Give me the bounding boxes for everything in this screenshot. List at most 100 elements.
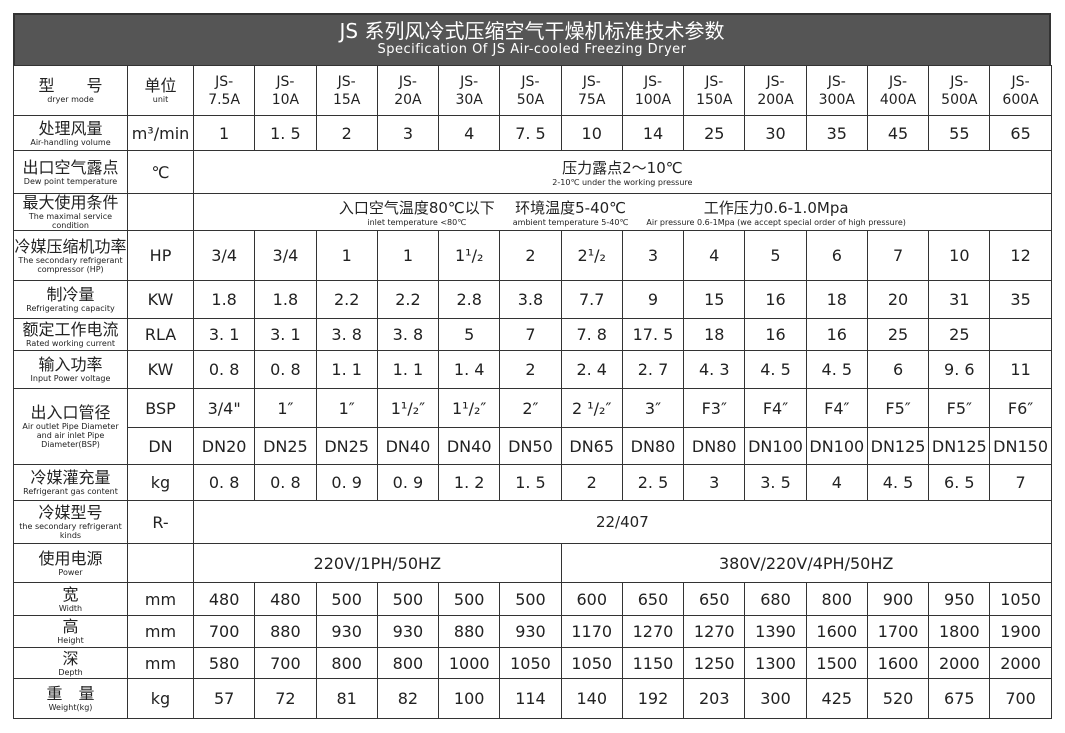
value-cell: 45 — [866, 115, 930, 151]
value-cell: 140 — [560, 678, 623, 719]
value-cell: 880 — [254, 615, 317, 648]
condition-item: 压力露点2～10℃ 2-10℃ under the working pressur… — [552, 157, 692, 187]
model-header: JS- 30A — [438, 65, 501, 116]
value-cell: 3 — [376, 115, 440, 151]
value-cell: 18 — [683, 318, 746, 351]
row-label: 最大使用条件 The maximal service condition — [13, 193, 128, 231]
value-cell: 81 — [315, 678, 378, 719]
value-cell: 3/4 — [192, 230, 256, 281]
model-prefix: JS- — [827, 73, 846, 90]
row-label-en: The secondary refrigerant compressor (HP… — [18, 255, 123, 274]
value-cell: 2 ¹/₂″ — [560, 388, 623, 428]
merged-content: 22/407 — [194, 513, 1050, 531]
model-prefix: JS- — [950, 73, 969, 90]
value-cell: 500 — [438, 582, 501, 616]
model-prefix: JS- — [521, 73, 540, 90]
merged-cell: 压力露点2～10℃ 2-10℃ under the working pressur… — [193, 150, 1052, 194]
value-cell: F5″ — [928, 388, 991, 428]
value-cell: 1000 — [438, 647, 501, 679]
row-label-cn: 冷媒型号 — [38, 503, 103, 522]
value-cell: DN125 — [866, 427, 930, 465]
value-cell: 700 — [192, 615, 256, 648]
value-cell: 0. 9 — [376, 464, 440, 501]
model-size: 300A — [818, 91, 855, 108]
value-cell: 1. 1 — [315, 350, 378, 389]
value-cell: 500 — [499, 582, 562, 616]
model-header: JS- 75A — [560, 65, 623, 116]
value-cell: 17. 5 — [621, 318, 685, 351]
value-cell: 4 — [683, 230, 746, 281]
condition-en: ambient temperature 5-40℃ — [512, 218, 629, 227]
table-row: 最大使用条件 The maximal service condition 入口空气温… — [13, 193, 1052, 231]
model-size: 400A — [879, 91, 917, 108]
row-label-cn: 制冷量 — [46, 285, 95, 304]
value-cell: DN25 — [254, 427, 317, 465]
value-cell: 7.7 — [560, 280, 623, 319]
condition-item: 22/407 — [596, 513, 649, 531]
value-cell: 2″ — [499, 388, 562, 428]
model-prefix: JS- — [398, 73, 417, 90]
value-cell: 1300 — [744, 647, 807, 679]
row-label-en: Weight(kg) — [48, 703, 93, 712]
condition-item: 环境温度5-40℃ ambient temperature 5-40℃ — [513, 197, 629, 227]
value-cell: 3 — [621, 230, 685, 281]
value-cell: F4″ — [744, 388, 807, 428]
value-cell: 5 — [438, 318, 501, 351]
value-cell: 2. 4 — [560, 350, 623, 389]
unit-cell: kg — [127, 678, 194, 719]
row-label-en: unit — [152, 95, 169, 104]
merged-cell: 22/407 — [193, 500, 1052, 544]
value-cell: 35 — [805, 115, 868, 151]
title-en: Specification Of JS Air-cooled Freezing … — [377, 42, 687, 57]
row-label: 宽 Width — [13, 582, 128, 616]
value-cell: 3. 5 — [744, 464, 807, 501]
value-cell: DN20 — [192, 427, 256, 465]
value-cell: DN40 — [438, 427, 501, 465]
value-cell: 12 — [989, 230, 1052, 281]
row-label: 高 Height — [13, 615, 128, 648]
value-cell: 2.2 — [376, 280, 440, 319]
value-cell: 880 — [438, 615, 501, 648]
value-cell: 1.8 — [254, 280, 317, 319]
table-row: 重 量 Weight(kg) kg 57 72 81 82 100 114 140 192 203 30… — [13, 678, 1052, 719]
value-cell: 16 — [744, 280, 807, 319]
row-label-en: dryer mode — [47, 95, 94, 104]
model-prefix: JS- — [337, 73, 356, 90]
model-header: JS- 20A — [376, 65, 440, 116]
spec-table: 型 号 dryer mode 单位 unit JS- 7.5A JS- 10A JS- 15A JS… — [13, 65, 1052, 719]
unit-cell: mm — [127, 647, 194, 679]
table-row: 处理风量 Air-handling volume m³/min 1 1. 5 2 3 4 7. … — [13, 115, 1052, 151]
value-cell: 57 — [192, 678, 256, 719]
value-cell: 1250 — [683, 647, 746, 679]
power-single-phase: 220V/1PH/50HZ — [193, 543, 562, 583]
value-cell: 5 — [744, 230, 807, 281]
value-cell: 7. 8 — [560, 318, 623, 351]
row-label-en: Rated working current — [25, 339, 116, 348]
spec-sheet: JS 系列风冷式压缩空气干燥机标准技术参数 Specification Of J… — [13, 13, 1052, 719]
row-label-en: The maximal service condition — [28, 212, 113, 230]
value-cell: 1700 — [866, 615, 930, 648]
header-row: 型 号 dryer mode 单位 unit JS- 7.5A JS- 10A JS- 15A JS… — [13, 65, 1052, 116]
model-size: 75A — [578, 91, 606, 108]
value-cell: 1600 — [866, 647, 930, 679]
row-label-cn: 出入口管径 — [30, 403, 111, 422]
value-cell: 2. 7 — [621, 350, 685, 389]
model-size: 7.5A — [208, 91, 241, 108]
value-cell: 1270 — [683, 615, 746, 648]
value-cell: 800 — [376, 647, 440, 679]
model-prefix: JS- — [766, 73, 785, 90]
row-label-cn: 额定工作电流 — [22, 320, 119, 339]
model-header: JS- 50A — [499, 65, 562, 116]
model-size: 200A — [757, 91, 794, 108]
table-row: 出入口管径 Air outlet Pipe Diameter and air in… — [13, 388, 1052, 465]
value-cell: 480 — [254, 582, 317, 616]
model-prefix: JS- — [215, 73, 234, 90]
condition-en: 2-10℃ under the working pressure — [552, 178, 693, 187]
value-cell: 3. 1 — [254, 318, 317, 351]
model-size: 600A — [1002, 91, 1039, 108]
model-header: JS- 10A — [254, 65, 317, 116]
value-cell: 55 — [928, 115, 991, 151]
value-cell: 1. 4 — [438, 350, 501, 389]
value-cell: 9 — [621, 280, 685, 319]
model-size: 20A — [394, 91, 422, 108]
